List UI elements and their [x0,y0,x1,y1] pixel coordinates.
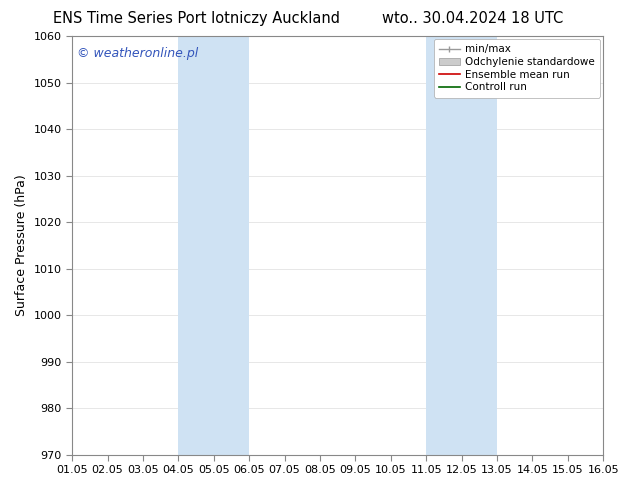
Legend: min/max, Odchylenie standardowe, Ensemble mean run, Controll run: min/max, Odchylenie standardowe, Ensembl… [434,39,600,98]
Text: ENS Time Series Port lotniczy Auckland: ENS Time Series Port lotniczy Auckland [53,11,340,26]
Bar [426,36,497,455]
Y-axis label: Surface Pressure (hPa): Surface Pressure (hPa) [15,174,28,316]
Text: wto.. 30.04.2024 18 UTC: wto.. 30.04.2024 18 UTC [382,11,563,26]
Text: © weatheronline.pl: © weatheronline.pl [77,47,198,60]
Bar [178,36,249,455]
